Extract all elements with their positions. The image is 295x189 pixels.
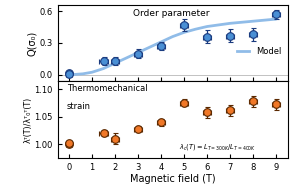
Legend: Model: Model xyxy=(237,47,281,56)
Y-axis label: λᵀ(T)/λᵀ₀ᵀ(T): λᵀ(T)/λᵀ₀ᵀ(T) xyxy=(24,96,33,143)
Y-axis label: Q(σ₀): Q(σ₀) xyxy=(27,30,37,56)
Text: Thermomechanical: Thermomechanical xyxy=(67,84,148,93)
X-axis label: Magnetic field (T): Magnetic field (T) xyxy=(130,174,215,184)
Text: strain: strain xyxy=(67,102,91,111)
Text: $\lambda_c(T)=L_{T=300K}/L_{T=400K}$: $\lambda_c(T)=L_{T=300K}/L_{T=400K}$ xyxy=(179,142,257,152)
Text: Order parameter: Order parameter xyxy=(133,9,210,18)
